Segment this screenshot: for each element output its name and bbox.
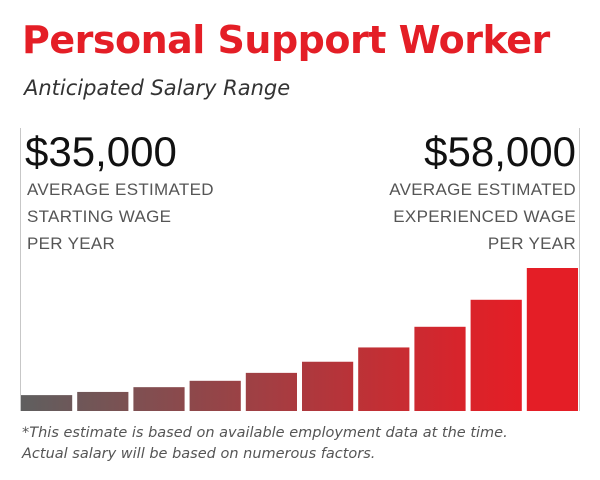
salary-bar-1 xyxy=(21,395,73,411)
experienced-wage-line: EXPERIENCED WAGE xyxy=(393,207,576,226)
salary-bar-2 xyxy=(77,391,129,411)
start-divider-line xyxy=(20,128,21,411)
experienced-wage-amount: $58,000 xyxy=(424,128,576,175)
salary-bar-5 xyxy=(245,372,297,411)
salary-bar-8 xyxy=(414,326,466,411)
page-subtitle: Anticipated Salary Range xyxy=(24,76,291,100)
starting-wage-line: STARTING WAGE xyxy=(27,207,172,226)
experienced-wage-description: AVERAGE ESTIMATED EXPERIENCED WAGE PER Y… xyxy=(389,176,576,257)
starting-wage-line: AVERAGE ESTIMATED xyxy=(27,180,214,199)
page-title: Personal Support Worker xyxy=(22,18,550,62)
experienced-wage-line: PER YEAR xyxy=(487,234,576,253)
footnote-line: Actual salary will be based on numerous … xyxy=(22,446,376,462)
footnote: *This estimate is based on available emp… xyxy=(22,423,508,465)
experienced-wage-line: AVERAGE ESTIMATED xyxy=(389,180,576,199)
end-divider-line xyxy=(579,128,580,411)
salary-bar-3 xyxy=(133,387,185,411)
salary-bar-6 xyxy=(302,361,354,411)
salary-bar-4 xyxy=(189,380,241,411)
salary-bar-9 xyxy=(470,299,522,411)
starting-wage-description: AVERAGE ESTIMATED STARTING WAGE PER YEAR xyxy=(27,176,214,257)
salary-bar-10 xyxy=(526,268,578,411)
starting-wage-line: PER YEAR xyxy=(27,234,116,253)
starting-wage-amount: $35,000 xyxy=(25,128,177,175)
salary-bar-7 xyxy=(358,347,410,411)
footnote-line: *This estimate is based on available emp… xyxy=(22,425,508,441)
